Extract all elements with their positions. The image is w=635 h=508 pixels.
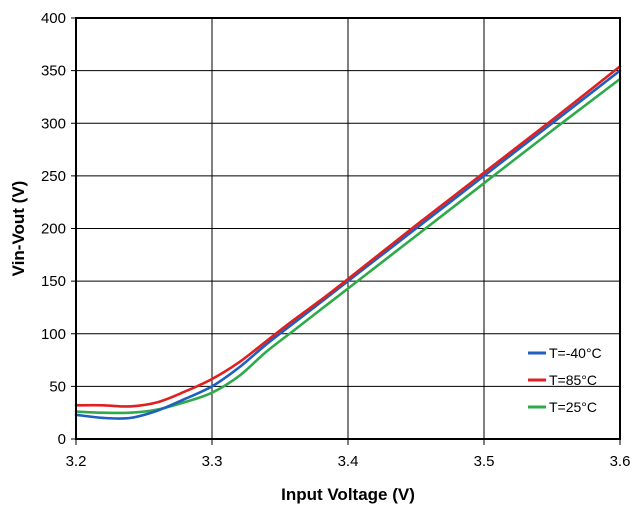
y-tick-label: 200 [41, 221, 66, 238]
y-tick-label: 350 [41, 63, 66, 80]
y-tick-label: 300 [41, 115, 66, 132]
x-tick-label: 3.5 [474, 453, 495, 470]
x-tick-label: 3.2 [66, 453, 87, 470]
x-tick-label: 3.6 [610, 453, 631, 470]
x-axis-title: Input Voltage (V) [281, 485, 415, 504]
series-layer [74, 65, 622, 420]
legend-label: T=25°C [549, 399, 597, 415]
legend: T=-40°C T=85°C T=25°C [528, 345, 602, 415]
grid-layer [76, 18, 620, 439]
x-tick-label: 3.3 [202, 453, 223, 470]
legend-label: T=-40°C [549, 345, 602, 361]
y-tick-label: 100 [41, 326, 66, 343]
y-tick-label: 150 [41, 273, 66, 290]
y-tick-label: 400 [41, 10, 66, 27]
x-tick-label: 3.4 [338, 453, 359, 470]
series-line-2 [74, 77, 622, 415]
y-tick-label: 50 [49, 378, 66, 395]
y-axis-title: Vin-Vout (V) [9, 181, 28, 277]
legend-label: T=85°C [549, 372, 597, 388]
series-line-1 [74, 65, 622, 408]
series-line-0 [74, 69, 622, 420]
y-tick-label: 250 [41, 168, 66, 185]
y-tick-label: 0 [58, 431, 66, 448]
ticks-layer: 0 50 100 150 200 250 300 350 400 3.2 3.3 3.4 3.5 3.6 [41, 10, 630, 470]
